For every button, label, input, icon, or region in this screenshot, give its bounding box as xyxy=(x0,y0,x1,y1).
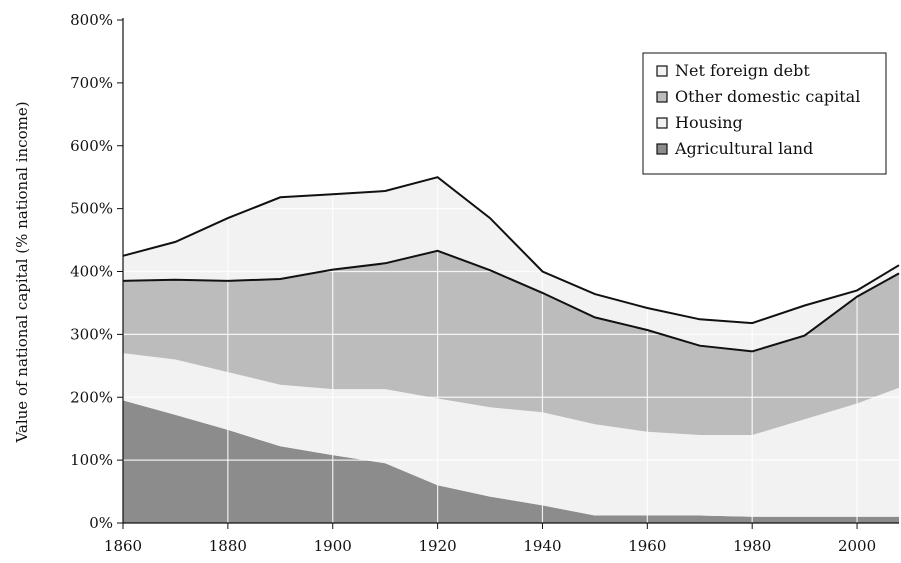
x-tick-label: 1940 xyxy=(523,537,561,555)
y-tick-label: 200% xyxy=(70,388,113,406)
legend-label: Other domestic capital xyxy=(675,87,860,106)
legend-swatch xyxy=(656,143,668,155)
x-tick-label: 1920 xyxy=(419,537,457,555)
y-tick-label: 800% xyxy=(70,11,113,29)
y-tick-label: 500% xyxy=(70,200,113,218)
area-series xyxy=(123,177,899,523)
area-other-domestic-capital xyxy=(123,250,899,435)
x-tick-labels: 1860 1880 1900 1920 1940 1960 1980 2000 xyxy=(104,537,876,555)
x-tick-label: 1960 xyxy=(628,537,666,555)
legend-label: Net foreign debt xyxy=(675,61,810,80)
x-tick-label: 1880 xyxy=(209,537,247,555)
line-national-capital xyxy=(122,176,900,325)
legend: Net foreign debt Other domestic capital Ho… xyxy=(642,52,887,175)
line-domestic-capital xyxy=(122,249,900,353)
y-tick-label: 700% xyxy=(70,74,113,92)
x-tick-label: 2000 xyxy=(838,537,876,555)
y-tick-labels: 0% 100% 200% 300% 400% 500% 600% 700% 800% xyxy=(70,11,113,532)
y-tick-label: 100% xyxy=(70,451,113,469)
y-tick-label: 300% xyxy=(70,325,113,343)
area-agricultural-land xyxy=(123,400,899,523)
legend-label: Agricultural land xyxy=(674,139,813,158)
x-tick-label: 1900 xyxy=(314,537,352,555)
y-tick-label: 400% xyxy=(70,263,113,281)
legend-box xyxy=(642,52,887,175)
legend-swatch xyxy=(656,117,668,129)
area-net-foreign-debt xyxy=(123,177,899,352)
legend-swatch xyxy=(656,91,668,103)
y-tick-label: 0% xyxy=(89,514,113,532)
x-tick-label: 1860 xyxy=(104,537,142,555)
total-lines xyxy=(122,176,900,353)
y-tick-label: 600% xyxy=(70,137,113,155)
legend-swatch xyxy=(656,65,668,77)
area-housing xyxy=(123,353,899,517)
axes xyxy=(117,18,899,529)
legend-label: Housing xyxy=(675,113,743,132)
y-axis-label: Value of national capital (% national in… xyxy=(13,101,31,443)
x-tick-label: 1980 xyxy=(733,537,771,555)
